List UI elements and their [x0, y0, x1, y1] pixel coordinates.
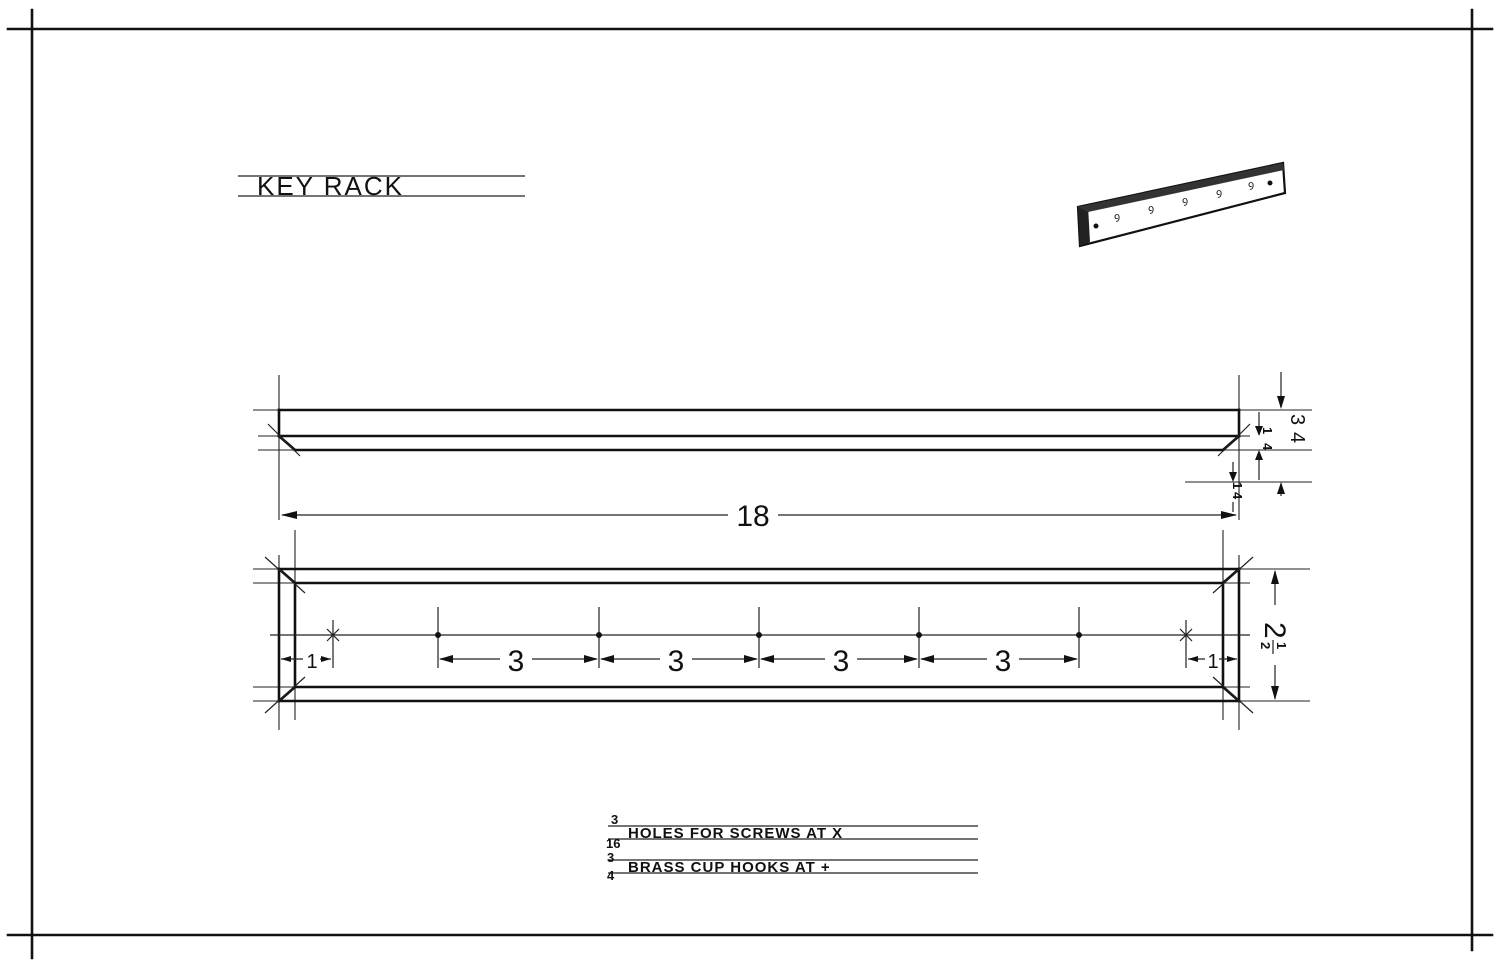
width-frac-num: 1: [1274, 642, 1289, 649]
notes-block: 3 16 HOLES FOR SCREWS AT X 3 4 BRASS CUP…: [606, 812, 978, 883]
note-2-text: BRASS CUP HOOKS AT +: [628, 859, 831, 876]
hook-mark-1: [435, 607, 441, 668]
drawing-title: KEY RACK: [257, 171, 404, 201]
note-1: 3 16 HOLES FOR SCREWS AT X: [606, 812, 843, 851]
note-2-size-den: 4: [607, 868, 615, 883]
svg-text:ꝰ: ꝰ: [1114, 209, 1120, 228]
screw-offset-right-label: 1: [1207, 651, 1218, 673]
spacing-dimensions: 3 3 3 3 1 1: [281, 645, 1237, 678]
thickness-den: 4: [1286, 432, 1308, 443]
hole-markers: [326, 607, 1193, 668]
hook-mark-3: [756, 607, 762, 668]
note-1-text: HOLES FOR SCREWS AT X: [628, 825, 843, 842]
hook-mark-5: [1076, 607, 1082, 668]
screw-hole-right: [1179, 620, 1193, 668]
chamfer-top-num: 1: [1260, 427, 1275, 434]
screw-hole-left: [326, 620, 340, 668]
note-2-size-num: 3: [607, 850, 614, 865]
sheet-border: [6, 8, 1494, 960]
width-frac-den: 2: [1258, 642, 1273, 649]
note-2: 3 4 BRASS CUP HOOKS AT +: [607, 850, 831, 883]
title-block: KEY RACK: [238, 171, 525, 201]
width-whole: 2: [1258, 622, 1291, 639]
length-dimension: 18: [281, 500, 1237, 533]
width-dimension: 2 1 2: [1258, 570, 1291, 700]
svg-text:ꝰ: ꝰ: [1216, 185, 1222, 204]
hook-mark-4: [916, 607, 922, 668]
key-rack-pictorial: ꝰ ꝰ ꝰ ꝰ ꝰ: [1076, 161, 1287, 248]
svg-text:ꝰ: ꝰ: [1148, 201, 1154, 220]
top-view: [253, 375, 1312, 520]
chamfer-top-den: 4: [1260, 443, 1275, 451]
thickness-dimension: 3 4 1 4 1 4: [1229, 372, 1308, 512]
spacing-label-4: 3: [995, 645, 1012, 678]
length-label: 18: [736, 500, 769, 533]
chamfer-side-num: 1: [1230, 482, 1245, 489]
spacing-label-1: 3: [508, 645, 525, 678]
hook-mark-2: [596, 607, 602, 668]
front-view: [253, 530, 1310, 730]
screw-offset-left-label: 1: [306, 651, 317, 673]
note-1-size-num: 3: [611, 812, 618, 827]
svg-text:ꝰ: ꝰ: [1248, 177, 1254, 196]
note-1-size-den: 16: [606, 836, 620, 851]
chamfer-side-den: 4: [1230, 492, 1245, 500]
thickness-value: 3: [1286, 414, 1308, 425]
spacing-label-3: 3: [833, 645, 850, 678]
spacing-label-2: 3: [668, 645, 685, 678]
svg-text:ꝰ: ꝰ: [1182, 193, 1188, 212]
